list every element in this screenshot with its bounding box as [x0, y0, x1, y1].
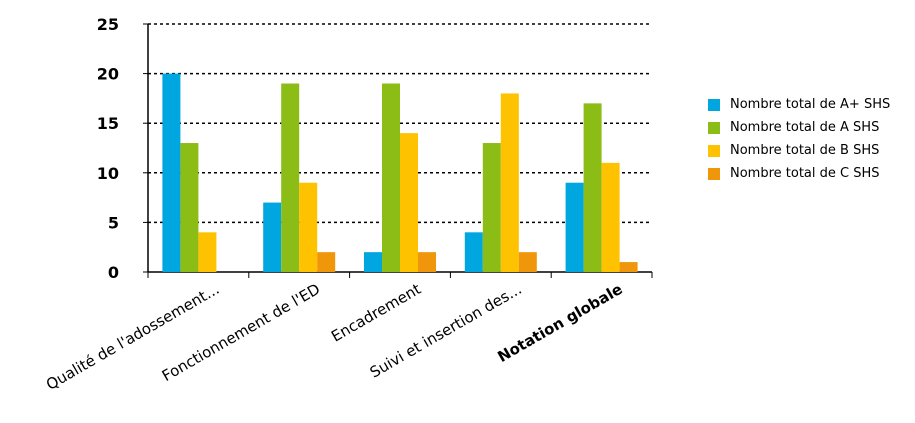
legend-swatch	[708, 121, 720, 134]
legend-item: Nombre total de A SHS	[708, 116, 890, 139]
legend-item: Nombre total de C SHS	[708, 162, 890, 185]
legend-label: Nombre total de A SHS	[730, 120, 880, 135]
x-category-label: Fonctionnement de l'ED	[159, 280, 323, 385]
bar	[418, 252, 436, 272]
bar	[500, 93, 519, 272]
bar	[299, 182, 318, 272]
bar	[382, 83, 400, 273]
bar	[583, 103, 602, 272]
bar	[619, 262, 638, 272]
bar	[518, 252, 537, 272]
y-tick-label: 15	[97, 114, 119, 133]
bar	[601, 162, 620, 272]
bar	[482, 143, 501, 272]
y-tick-label: 5	[108, 213, 119, 232]
y-tick-label: 20	[97, 65, 119, 84]
bar	[198, 232, 217, 272]
bar	[263, 202, 282, 272]
y-tick-label: 25	[97, 15, 119, 34]
bar	[400, 133, 418, 272]
legend-swatch	[708, 167, 720, 180]
bar	[565, 182, 584, 272]
legend-label: Nombre total de B SHS	[730, 143, 880, 158]
y-tick-label: 10	[97, 164, 119, 183]
legend-item: Nombre total de B SHS	[708, 139, 890, 162]
legend-swatch	[708, 98, 720, 111]
legend-swatch	[708, 144, 720, 157]
bar	[281, 83, 300, 273]
legend-label: Nombre total de A+ SHS	[730, 97, 891, 112]
bar	[180, 143, 199, 272]
y-tick-label: 0	[108, 263, 119, 282]
x-category-label: Qualité de l'adossement...	[43, 280, 222, 394]
bar	[317, 252, 336, 272]
bar	[464, 232, 483, 272]
legend-label: Nombre total de C SHS	[730, 166, 880, 181]
x-category-label: Encadrement	[328, 280, 424, 346]
bar	[364, 252, 382, 272]
legend: Nombre total de A+ SHS Nombre total de A …	[708, 93, 890, 185]
legend-item: Nombre total de A+ SHS	[708, 93, 890, 116]
bar	[162, 73, 181, 272]
